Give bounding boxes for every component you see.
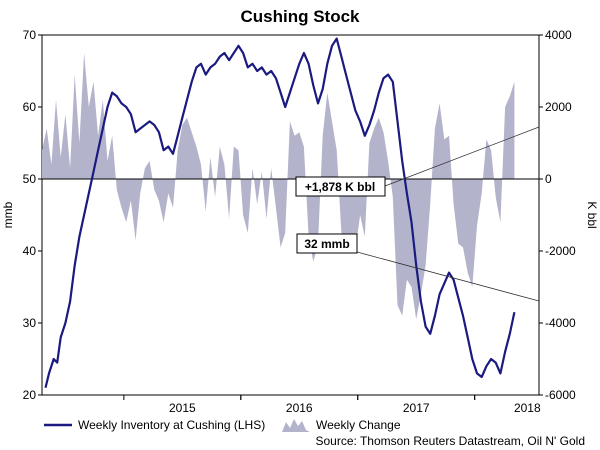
x-tick-label: 2016: [286, 401, 313, 415]
chart-title: Cushing Stock: [240, 7, 360, 26]
right-tick-label: -2000: [545, 244, 576, 258]
callout-inventory: 32 mmb: [304, 237, 349, 251]
right-axis-ticks: -6000 -4000 -2000 0 2000 4000: [539, 28, 576, 402]
right-tick-label: 4000: [545, 28, 572, 42]
inventory-line-layer: [44, 37, 516, 389]
legend-label-inventory: Weekly Inventory at Cushing (LHS): [78, 418, 265, 432]
callout-weekly-change: +1,878 K bbl: [305, 180, 375, 194]
legend-swatch-weekly-change: [282, 419, 310, 432]
legend-label-weekly-change: Weekly Change: [316, 418, 401, 432]
x-tick-label: 2018: [514, 401, 541, 415]
left-tick-label: 60: [23, 100, 37, 114]
callout-box-inventory: [296, 233, 358, 254]
callout-box-weekly-change: [295, 176, 386, 197]
x-tick-label: 2017: [403, 401, 430, 415]
right-tick-label: 0: [545, 172, 552, 186]
source-note: Source: Thomson Reuters Datastream, Oil …: [315, 434, 585, 448]
x-axis-ticks: 2015 2016 2017 2018: [123, 395, 541, 415]
left-axis-ticks: 20 30 40 50 60 70: [23, 28, 42, 402]
legend: Weekly Inventory at Cushing (LHS) Weekly…: [44, 418, 401, 432]
left-tick-label: 30: [23, 316, 37, 330]
callout-leader-inventory: [356, 251, 540, 302]
right-tick-label: 2000: [545, 100, 572, 114]
left-tick-label: 20: [23, 388, 37, 402]
x-tick-label: 2015: [169, 401, 196, 415]
right-tick-label: -4000: [545, 316, 576, 330]
weekly-change-area: [42, 53, 515, 320]
weekly-change-area-layer: [42, 53, 515, 320]
left-tick-label: 50: [23, 172, 37, 186]
left-axis-label: mmb: [1, 201, 15, 228]
left-tick-label: 70: [23, 28, 37, 42]
right-axis-label: K bbl: [585, 201, 599, 228]
inventory-line: [44, 37, 516, 389]
left-tick-label: 40: [23, 244, 37, 258]
right-tick-label: -6000: [545, 388, 576, 402]
plot-frame: [41, 34, 540, 396]
callout-leader-weekly-change: [384, 126, 540, 187]
